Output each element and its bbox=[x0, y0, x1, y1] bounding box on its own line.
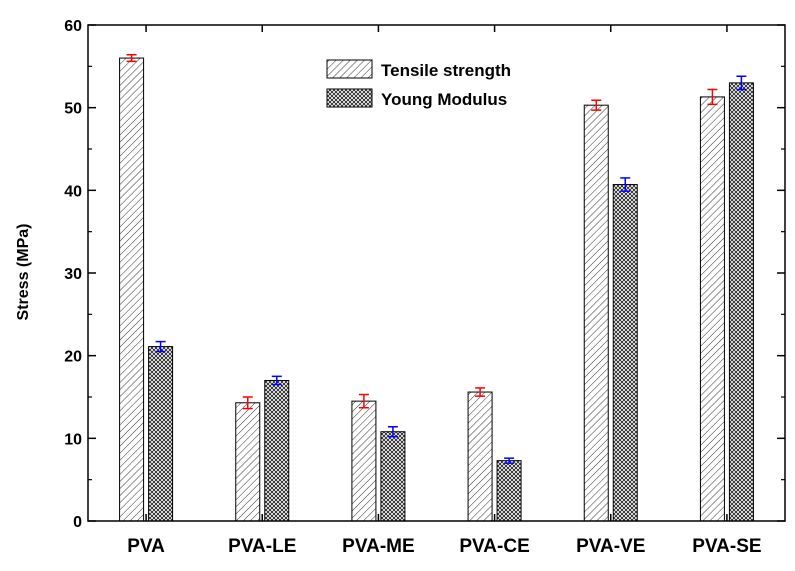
x-tick-label: PVA-CE bbox=[459, 536, 529, 557]
error-bars bbox=[126, 54, 747, 464]
error-bar bbox=[358, 393, 369, 409]
bar-young-modulus bbox=[728, 82, 754, 522]
legend-label-tensile-strength: Tensile strength bbox=[381, 61, 511, 80]
y-tick-label: 0 bbox=[73, 514, 82, 531]
error-bar bbox=[707, 88, 718, 106]
x-tick-label: PVA bbox=[127, 536, 165, 557]
x-tick-label: PVA-VE bbox=[576, 536, 645, 557]
bar-young-modulus bbox=[148, 346, 174, 522]
bar-tensile-strength bbox=[583, 104, 609, 522]
y-tick-label: 50 bbox=[64, 101, 82, 118]
error-bar bbox=[475, 387, 486, 397]
y-axis-title: Stress (MPa) bbox=[15, 224, 32, 321]
error-bar bbox=[504, 457, 515, 464]
bar-tensile-strength bbox=[235, 402, 261, 522]
error-bar bbox=[271, 375, 282, 386]
bar-tensile-strength bbox=[467, 391, 493, 522]
error-bar bbox=[736, 75, 747, 91]
x-tick-label: PVA-SE bbox=[692, 536, 761, 557]
bars bbox=[119, 57, 754, 522]
x-tick-label: PVA-ME bbox=[342, 536, 414, 557]
x-tick-label: PVA-LE bbox=[228, 536, 296, 557]
x-axis-labels: PVA PVA-LE PVA-ME PVA-CE PVA-VE PVA-SE bbox=[127, 25, 762, 557]
bar-tensile-strength bbox=[699, 96, 725, 522]
error-bar bbox=[155, 340, 166, 353]
bar-tensile-strength bbox=[351, 400, 377, 522]
bar-young-modulus bbox=[380, 431, 406, 522]
y-tick-label: 40 bbox=[64, 183, 82, 200]
y-tick-label: 20 bbox=[64, 349, 82, 366]
bar-young-modulus bbox=[496, 460, 522, 522]
bar-young-modulus bbox=[612, 184, 638, 522]
error-bar bbox=[620, 177, 631, 192]
y-tick-label: 30 bbox=[64, 266, 82, 283]
bar-young-modulus bbox=[264, 379, 290, 522]
y-tick-label: 10 bbox=[64, 431, 82, 448]
legend-label-young-modulus: Young Modulus bbox=[381, 90, 507, 109]
bar-tensile-strength bbox=[119, 57, 145, 522]
legend-swatch-young-modulus bbox=[326, 88, 373, 108]
y-axis-ticks: 0 10 20 30 40 50 60 bbox=[64, 18, 785, 531]
y-tick-label: 60 bbox=[64, 18, 82, 35]
error-bar bbox=[387, 426, 398, 438]
legend: Tensile strength Young Modulus bbox=[326, 59, 511, 109]
error-bar bbox=[126, 54, 137, 63]
error-bar bbox=[242, 396, 253, 410]
legend-swatch-tensile-strength bbox=[326, 59, 373, 79]
error-bar bbox=[591, 99, 602, 111]
